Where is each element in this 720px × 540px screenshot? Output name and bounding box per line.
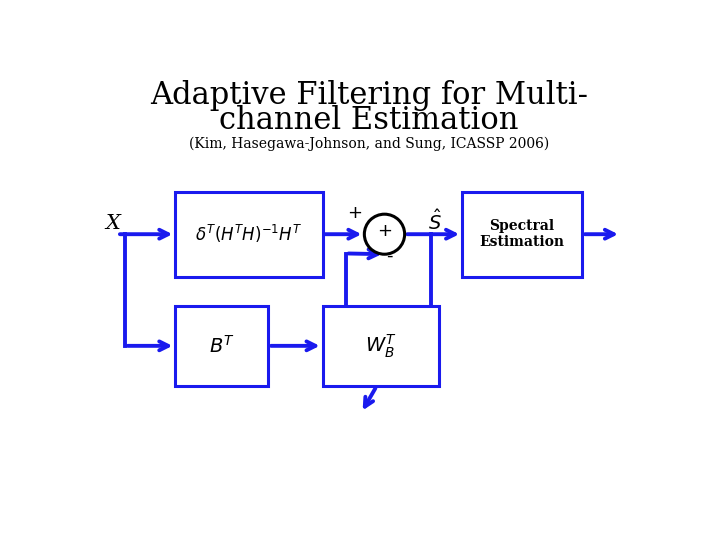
Bar	[462, 192, 582, 276]
Text: $\delta^T(H^TH)^{-1}H^T$: $\delta^T(H^TH)^{-1}H^T$	[195, 223, 302, 245]
Bar	[175, 306, 269, 386]
Text: $W_B^T$: $W_B^T$	[365, 332, 397, 360]
Text: +: +	[377, 222, 392, 240]
Text: -: -	[386, 247, 392, 265]
Text: Adaptive Filtering for Multi-: Adaptive Filtering for Multi-	[150, 80, 588, 111]
Circle shape	[364, 214, 405, 254]
Text: Spectral
Estimation: Spectral Estimation	[480, 219, 564, 249]
Text: X: X	[106, 214, 121, 233]
Bar	[175, 192, 323, 276]
Text: channel Estimation: channel Estimation	[220, 105, 518, 136]
Text: $B^T$: $B^T$	[209, 335, 235, 357]
Bar	[323, 306, 438, 386]
Text: $\hat{S}$: $\hat{S}$	[428, 210, 442, 234]
Text: +: +	[348, 204, 363, 221]
Text: (Kim, Hasegawa-Johnson, and Sung, ICASSP 2006): (Kim, Hasegawa-Johnson, and Sung, ICASSP…	[189, 136, 549, 151]
